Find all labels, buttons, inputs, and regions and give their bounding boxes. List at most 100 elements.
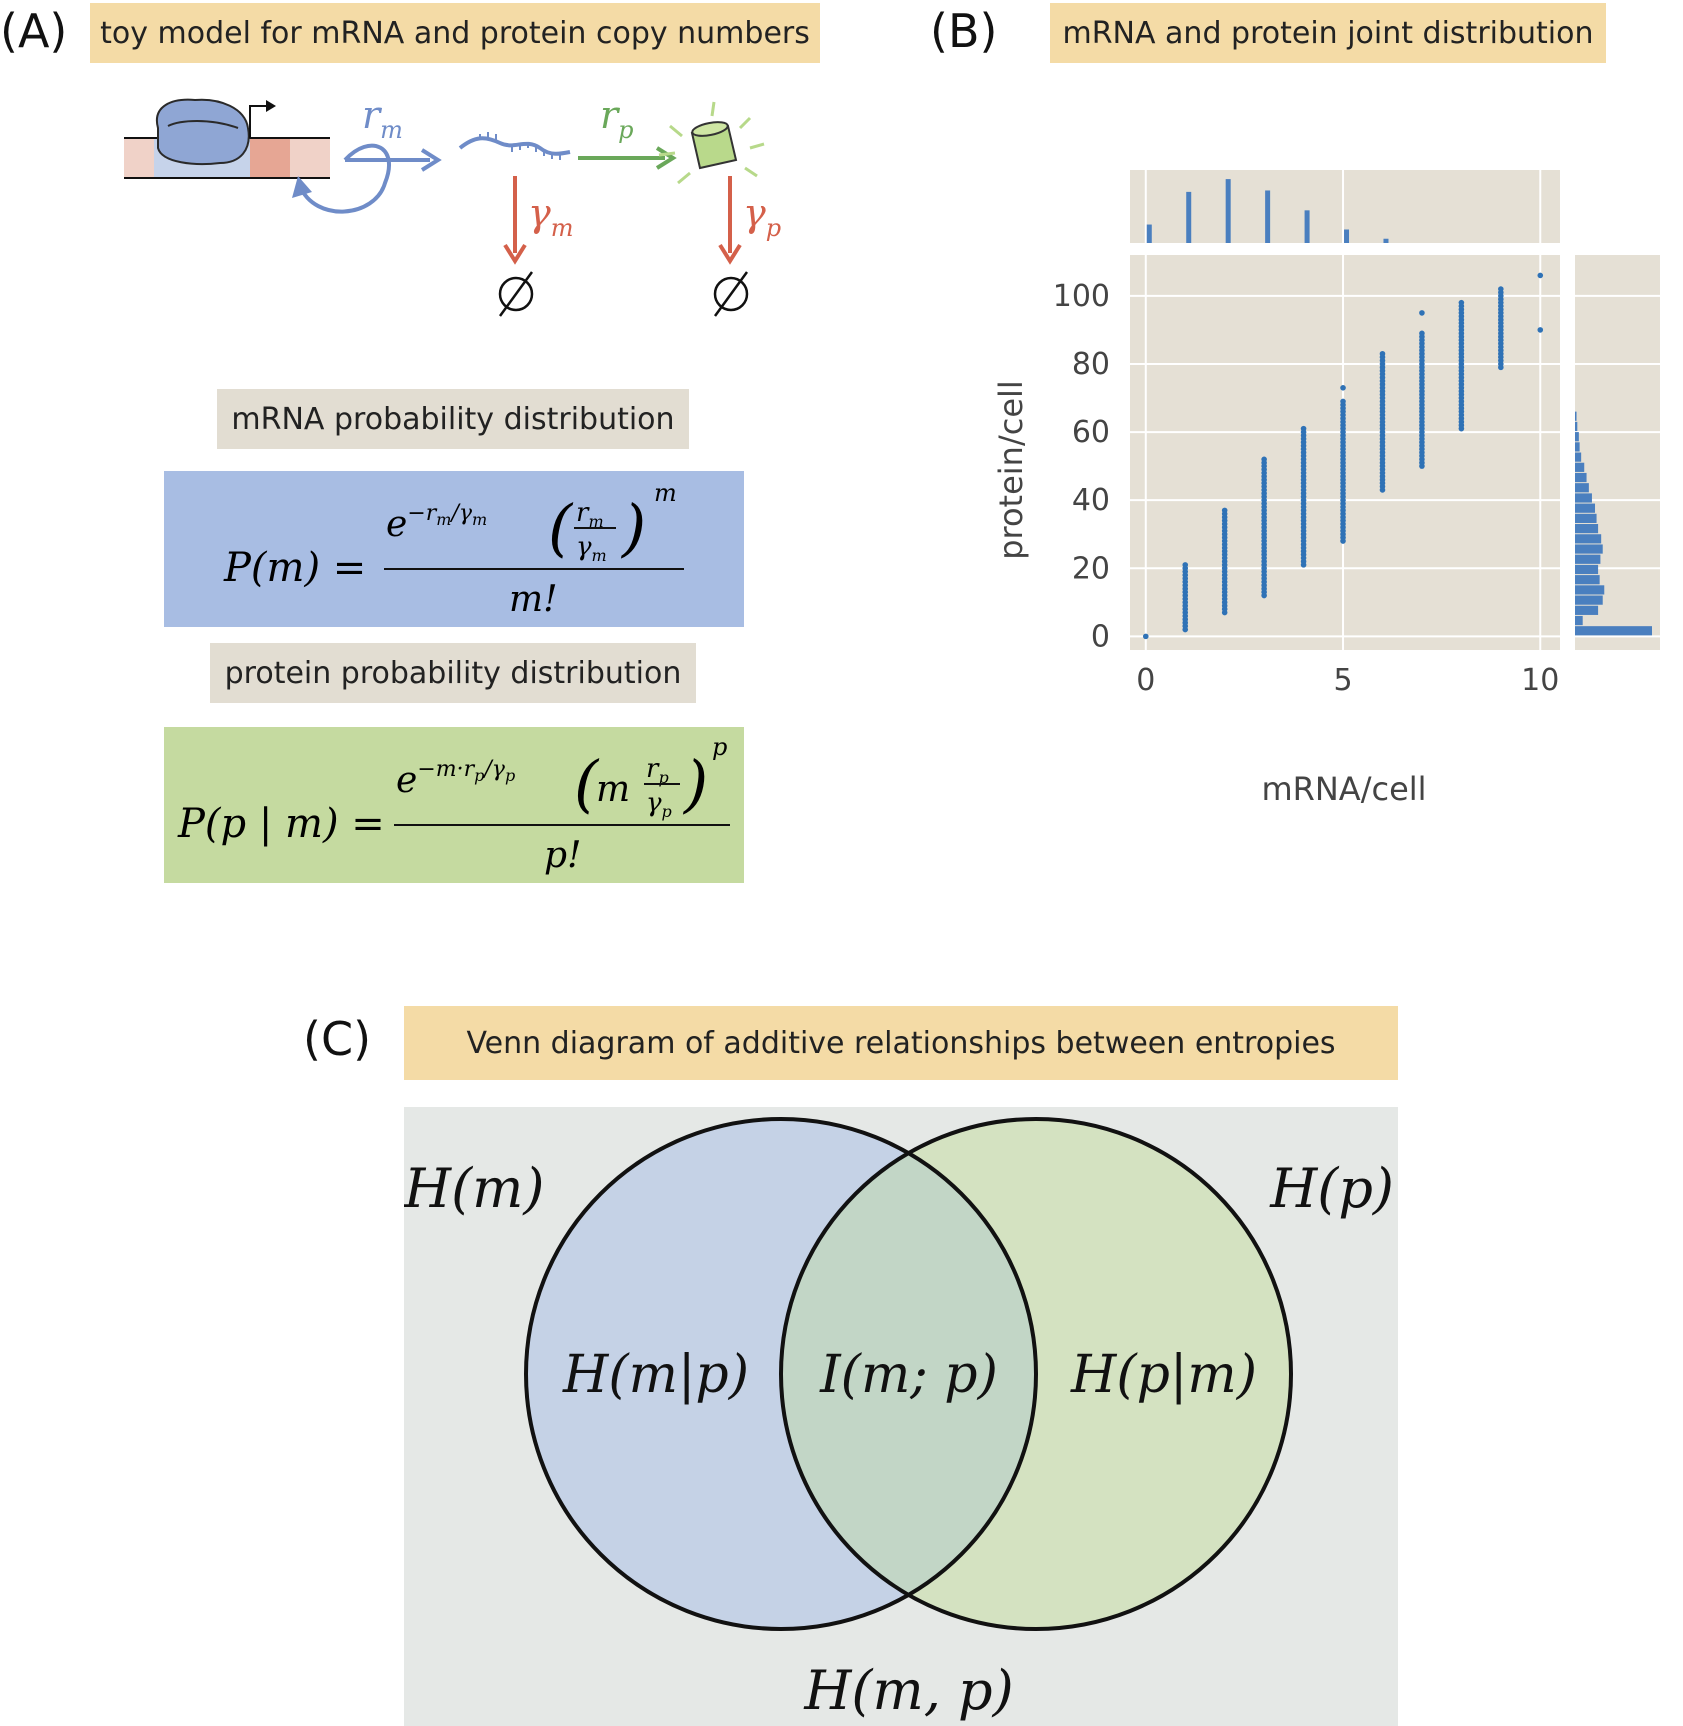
marginal-y-bar [1575,452,1582,462]
protein-equation: P(p | m) = e−m·rp/γp ( m rp γp ) p p! [164,727,744,883]
mrna-eq-rparen: ) [620,491,646,564]
marginal-y-bar [1575,544,1603,554]
protein-eq-frac-top: rp [646,754,669,787]
label-h-p: H(p) [1269,1157,1394,1220]
protein-eq-exp: e−m·rp/γp [396,757,515,801]
scatter-point [1221,507,1228,514]
label-mutual-information: I(m; p) [819,1345,998,1405]
marginal-y-bar [1575,605,1599,615]
mrna-equation-svg: P(m) = e−rm/γm ( rm γm ) m m! [223,479,684,620]
marginal-y-bar [1575,421,1578,432]
y-tick-label: 40 [1072,483,1110,518]
scatter-point [1340,385,1346,391]
protein-icon [658,101,765,185]
protein-eq-den: p! [544,835,582,876]
decay-gm-label: γm [528,191,573,242]
protein-decay-arrow-icon [718,176,742,265]
protein-eq-frac-bot: γp [646,788,672,821]
panel-c-title: Venn diagram of additive relationships b… [404,1006,1398,1080]
venn-outline-protein [779,1117,1293,1631]
mrna-eq-frac-top: rm [576,498,604,531]
marginal-x-bar [1225,179,1231,243]
marginal-x-bar [1265,190,1271,243]
y-axis-label: protein/cell [992,380,1030,560]
panel-a-letter: (A) [0,4,68,58]
marginal-y-bar [1575,595,1603,605]
scatter-point [1537,327,1544,333]
mrna-icon [458,132,571,160]
panel-b-letter: (B) [930,4,998,58]
marginal-y-bar [1575,615,1583,626]
marginal-y-bar [1575,534,1602,544]
marginal-y-bar [1575,554,1601,564]
promoter-arrow-icon [249,100,276,138]
marginal-y-bar [1575,564,1599,575]
protein-eq-lhs: P(p | m) = [177,801,385,847]
mrna-decay-arrow-icon [503,176,527,265]
rate-rm-label: rm [362,93,403,144]
scatter-point [1498,286,1504,292]
marginal-y-bar [1575,575,1600,585]
marginal-x-bar [1304,210,1310,243]
protein-null-icon [713,271,749,317]
marginal-y-bar [1575,493,1592,503]
protein-eq-power: p [712,733,727,761]
y-tick-label: 20 [1072,551,1110,586]
rna-polymerase-icon [155,98,250,166]
marginal-y-bar [1575,442,1580,452]
x-axis-label: mRNA/cell [1261,770,1426,808]
translation-arrow-icon [578,146,677,170]
marginal-protein-histogram [1575,255,1660,650]
marginal-y-bar [1575,503,1596,513]
mrna-eq-power: m [654,479,677,507]
panel-b-title: mRNA and protein joint distribution [1050,3,1606,63]
protein-eq-rparen: ) [682,747,708,820]
mrna-eq-den: m! [509,579,558,620]
mrna-eq-exp: e−rm/γm [386,501,487,545]
marginal-y-bar [1575,585,1605,595]
marginal-y-bar [1575,524,1599,534]
marginal-y-bar [1575,483,1589,493]
marginal-mrna-histogram [1130,170,1560,243]
scatter-point [1537,272,1544,279]
scatter-point [1261,456,1267,463]
mrna-equation: P(m) = e−rm/γm ( rm γm ) m m! [164,471,744,627]
x-tick-label: 5 [1333,663,1352,698]
marginal-x-bar [1146,224,1152,243]
marginal-x-bar [1186,191,1192,243]
entropy-venn-diagram: H(m) H(p) H(m|p) I(m; p) H(p|m) H(m, p) [404,1107,1398,1726]
label-h-m-given-p: H(m|p) [562,1345,749,1405]
panel-a-title: toy model for mRNA and protein copy numb… [90,3,820,63]
mrna-distribution-label: mRNA probability distribution [217,389,689,449]
transcription-arrow-icon [292,143,442,214]
marginal-y-bar [1575,626,1652,636]
scatter-point [1182,562,1189,568]
mrna-eq-lparen: ( [548,491,574,564]
mrna-eq-lhs: P(m) = [223,545,366,591]
scatter-point [1458,299,1465,306]
marginal-y-bar [1575,411,1577,421]
scatter-point [1419,330,1425,337]
label-h-m: H(m) [404,1157,544,1220]
marginal-y-bar [1575,472,1587,483]
panel-c-letter: (C) [303,1012,372,1066]
venn-overlap [781,1119,1036,1629]
venn-outline-mrna [524,1117,1038,1631]
marginal-x-bar [1344,229,1350,243]
x-tick-label: 10 [1521,663,1559,698]
rate-rp-label: rp [600,93,634,144]
protein-eq-lparen: ( [574,747,600,820]
scatter-plot-area [1130,255,1560,650]
decay-gp-label: γp [743,191,781,242]
label-h-p-given-m: H(p|m) [1070,1345,1257,1405]
protein-eq-m: m [596,769,630,810]
scatter-point [1379,350,1386,357]
y-tick-label: 80 [1072,347,1110,382]
scatter-point [1419,310,1425,316]
marginal-y-bar [1575,432,1579,442]
scatter-point [1142,633,1149,640]
mrna-eq-frac-bot: γm [576,532,607,565]
y-tick-label: 0 [1091,619,1110,654]
